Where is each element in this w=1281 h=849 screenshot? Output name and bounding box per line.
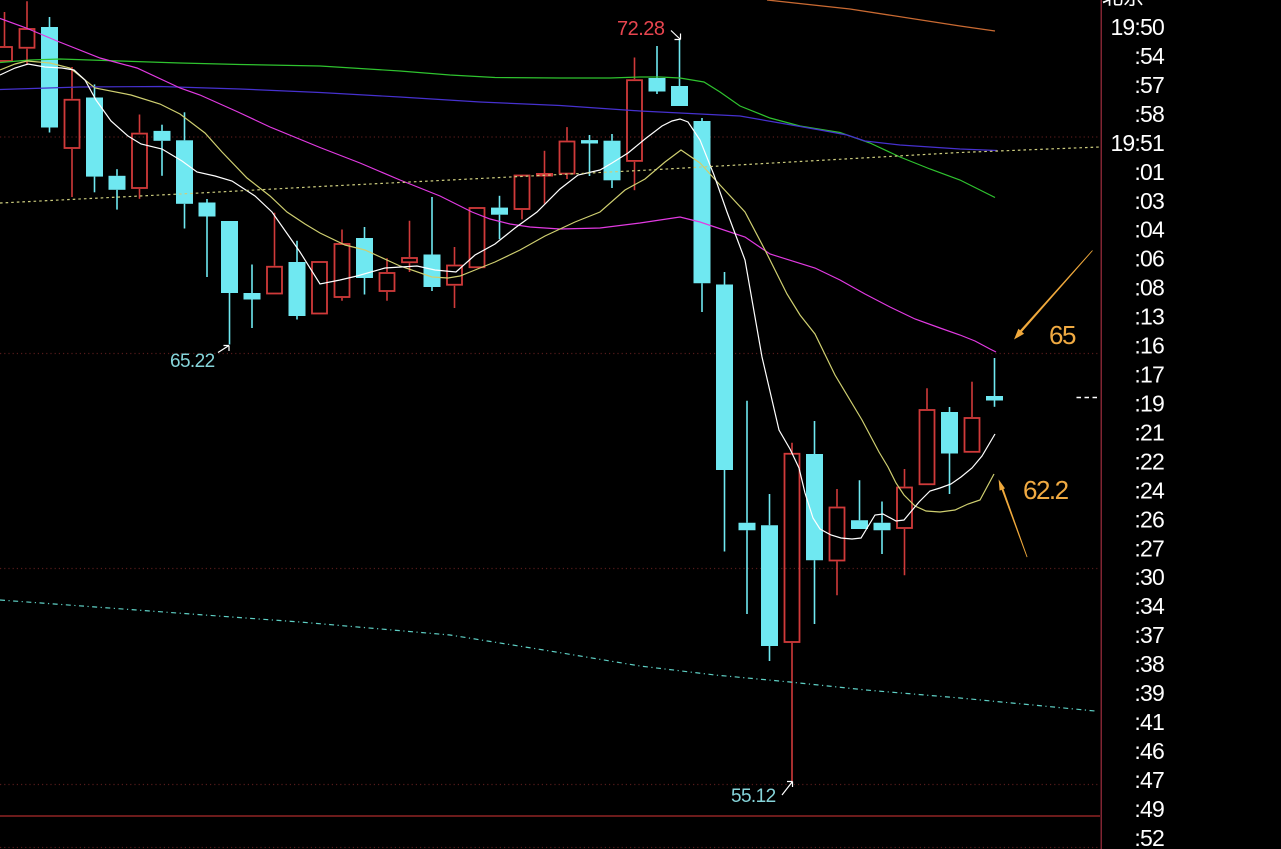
svg-text:62.2: 62.2 [1023, 475, 1069, 505]
svg-text::08: :08 [1134, 275, 1164, 301]
svg-text::04: :04 [1134, 217, 1165, 243]
svg-text::06: :06 [1134, 246, 1164, 272]
svg-text::39: :39 [1134, 680, 1164, 706]
svg-text::22: :22 [1134, 448, 1164, 474]
svg-text::47: :47 [1134, 767, 1164, 793]
svg-text:65.22: 65.22 [170, 351, 215, 372]
svg-text:19:50: 19:50 [1110, 14, 1164, 40]
svg-text::19: :19 [1134, 391, 1164, 417]
svg-text::38: :38 [1134, 651, 1164, 677]
svg-text::24: :24 [1134, 477, 1165, 503]
svg-text::03: :03 [1134, 188, 1164, 214]
svg-text::16: :16 [1134, 333, 1164, 359]
svg-text::37: :37 [1134, 622, 1164, 648]
svg-text::49: :49 [1134, 796, 1164, 822]
svg-text::21: :21 [1134, 419, 1164, 445]
svg-text::27: :27 [1134, 535, 1164, 561]
svg-text:72.28: 72.28 [617, 18, 665, 40]
svg-text::17: :17 [1134, 362, 1164, 388]
svg-text::52: :52 [1134, 825, 1164, 849]
svg-text:北京: 北京 [1102, 0, 1144, 9]
svg-text::34: :34 [1134, 593, 1165, 619]
svg-text:19:51: 19:51 [1110, 130, 1164, 156]
svg-text::26: :26 [1134, 506, 1164, 532]
svg-text:65: 65 [1049, 320, 1076, 350]
svg-text::30: :30 [1134, 564, 1164, 590]
svg-text::58: :58 [1134, 101, 1164, 127]
svg-text::13: :13 [1134, 304, 1164, 330]
svg-text::01: :01 [1134, 159, 1164, 185]
svg-text::54: :54 [1134, 43, 1165, 69]
svg-text::57: :57 [1134, 72, 1164, 98]
svg-text::46: :46 [1134, 738, 1164, 764]
svg-text::41: :41 [1134, 709, 1164, 735]
svg-text:55.12: 55.12 [731, 786, 776, 807]
